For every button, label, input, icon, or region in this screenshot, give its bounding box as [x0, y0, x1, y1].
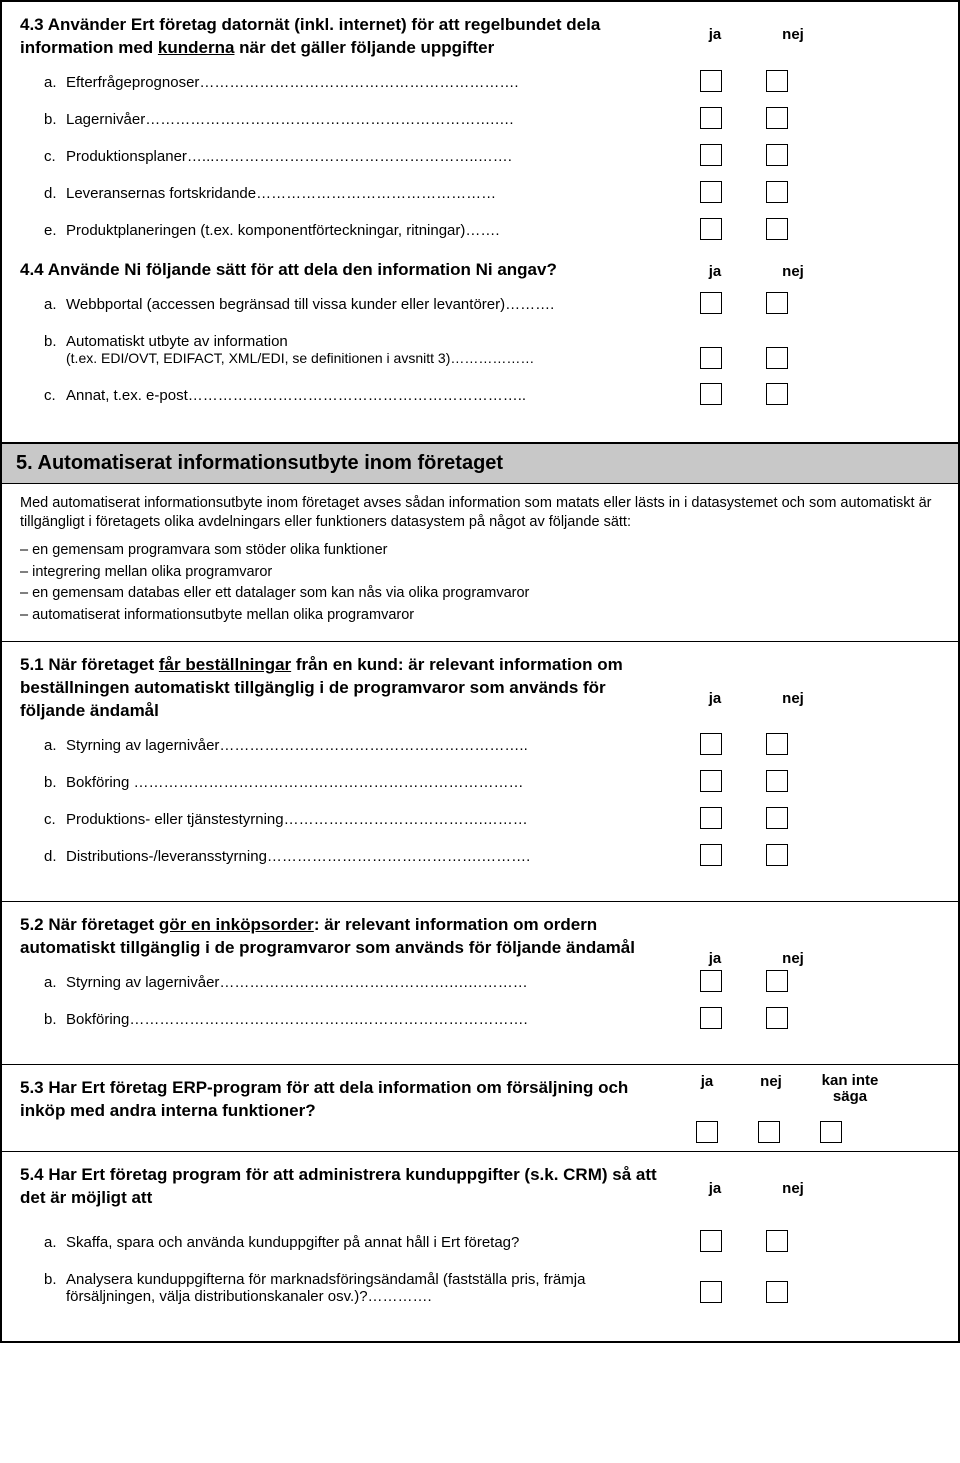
- bullet: – en gemensam programvara som stöder oli…: [20, 541, 940, 561]
- col-headers-3: ja nej kan inte säga: [692, 1073, 880, 1106]
- q4-4-item: b. Automatiskt utbyte av information (t.…: [44, 333, 940, 367]
- checkbox-nej[interactable]: [766, 1007, 788, 1029]
- checkbox-ja[interactable]: [700, 218, 722, 240]
- col-nej: nej: [778, 690, 808, 707]
- q5-1-item: a. Styrning av lagernivåer………………………………………: [44, 737, 940, 754]
- q4-3-item: d. Leveransernas fortskridande……………………………: [44, 185, 940, 202]
- q5-2-title: 5.2 När företaget gör en inköpsorder: är…: [20, 914, 660, 960]
- checkbox-ja[interactable]: [700, 144, 722, 166]
- checkbox-ja[interactable]: [700, 844, 722, 866]
- checkbox-nej[interactable]: [766, 1281, 788, 1303]
- col-nej: nej: [756, 1073, 786, 1106]
- q4-4-item: a. Webbportal (accessen begränsad till v…: [44, 296, 940, 313]
- checkbox-ja[interactable]: [696, 1121, 718, 1143]
- q5-1-item: d. Distributions-/leveransstyrning…………………: [44, 848, 940, 865]
- q5-1-item: b. Bokföring ……………………………………………………………………: [44, 774, 940, 791]
- checkbox-ja[interactable]: [700, 1230, 722, 1252]
- checkbox-kan-inte[interactable]: [820, 1121, 842, 1143]
- question-5-3: ja nej kan inte säga 5.3 Har Ert företag…: [2, 1064, 958, 1151]
- q5-2-item: b. Bokföring……………………………………….…………………………….: [44, 1011, 940, 1028]
- checkbox-ja[interactable]: [700, 1007, 722, 1029]
- checkbox-nej[interactable]: [766, 144, 788, 166]
- col-ja: ja: [692, 1073, 722, 1106]
- checkbox-nej[interactable]: [766, 70, 788, 92]
- col-nej: nej: [778, 1180, 808, 1197]
- col-nej: nej: [778, 26, 808, 43]
- checkbox-ja[interactable]: [700, 807, 722, 829]
- col-headers: ja nej: [700, 1180, 808, 1197]
- bullet: – integrering mellan olika programvaror: [20, 563, 940, 583]
- checkbox-ja[interactable]: [700, 181, 722, 203]
- col-nej: nej: [778, 263, 808, 280]
- question-5-2: ja nej 5.2 När företaget gör en inköpsor…: [2, 901, 958, 1064]
- bullet: – automatiserat informationsutbyte mella…: [20, 606, 940, 626]
- q4-4-title: 4.4 Använde Ni följande sätt för att del…: [20, 259, 660, 282]
- checkbox-nej[interactable]: [766, 383, 788, 405]
- checkbox-nej[interactable]: [766, 970, 788, 992]
- checkbox-nej[interactable]: [766, 292, 788, 314]
- checkbox-nej[interactable]: [766, 107, 788, 129]
- q4-3-item: b. Lagernivåer…………………………………………………………….….: [44, 111, 940, 128]
- col-ja: ja: [700, 950, 730, 967]
- col-kan-inte: kan inte säga: [820, 1073, 880, 1106]
- checkbox-ja[interactable]: [700, 970, 722, 992]
- checkbox-ja[interactable]: [700, 383, 722, 405]
- checkbox-nej[interactable]: [766, 218, 788, 240]
- checkbox-ja[interactable]: [700, 292, 722, 314]
- checkbox-nej[interactable]: [766, 733, 788, 755]
- col-ja: ja: [700, 690, 730, 707]
- q4-3-item: c. Produktionsplaner…...……………………………………………: [44, 148, 940, 165]
- checkbox-ja[interactable]: [700, 733, 722, 755]
- question-4-4: ja nej 4.4 Använde Ni följande sätt för …: [20, 259, 940, 404]
- q5-4-item: a. Skaffa, spara och använda kunduppgift…: [44, 1234, 940, 1251]
- col-ja: ja: [700, 26, 730, 43]
- checkbox-nej[interactable]: [766, 181, 788, 203]
- col-nej: nej: [778, 950, 808, 967]
- q5-3-title: 5.3 Har Ert företag ERP-program för att …: [20, 1077, 660, 1123]
- checkbox-nej[interactable]: [766, 770, 788, 792]
- col-ja: ja: [700, 263, 730, 280]
- checkbox-ja[interactable]: [700, 70, 722, 92]
- checkbox-ja[interactable]: [700, 347, 722, 369]
- col-ja: ja: [700, 1180, 730, 1197]
- q4-3-item: e. Produktplaneringen (t.ex. komponentfö…: [44, 222, 940, 239]
- checkbox-nej[interactable]: [758, 1121, 780, 1143]
- q4-3-items: a. Efterfrågeprognoser…………………………………………………: [20, 74, 940, 239]
- col-headers: ja nej: [700, 950, 808, 967]
- checkbox-ja[interactable]: [700, 107, 722, 129]
- checkbox-nej[interactable]: [766, 347, 788, 369]
- checkbox-nej[interactable]: [766, 807, 788, 829]
- col-headers: ja nej: [700, 690, 808, 707]
- question-5-1: ja nej 5.1 När företaget får beställning…: [2, 641, 958, 901]
- checkbox-ja[interactable]: [700, 770, 722, 792]
- checkbox-ja[interactable]: [700, 1281, 722, 1303]
- q5-1-title: 5.1 När företaget får beställningar från…: [20, 654, 660, 723]
- q4-4-item: c. Annat, t.ex. e-post…………………………………………………: [44, 387, 940, 404]
- question-4-3: ja nej 4.3 Använder Ert företag datornät…: [2, 2, 958, 442]
- q5-4-title: 5.4 Har Ert företag program för att admi…: [20, 1164, 660, 1210]
- bullet: – en gemensam databas eller ett datalage…: [20, 584, 940, 604]
- q4-3-item: a. Efterfrågeprognoser…………………………………………………: [44, 74, 940, 91]
- q5-4-item: b. Analysera kunduppgifterna för marknad…: [44, 1271, 940, 1305]
- col-headers: ja nej: [700, 26, 808, 43]
- q4-3-title: 4.3 Använder Ert företag datornät (inkl.…: [20, 14, 660, 60]
- section-5-desc: Med automatiserat informationsutbyte ino…: [2, 484, 958, 641]
- q5-2-item: a. Styrning av lagernivåer………………………………………: [44, 974, 940, 991]
- q5-1-item: c. Produktions- eller tjänstestyrning…………: [44, 811, 940, 828]
- checkbox-nej[interactable]: [766, 1230, 788, 1252]
- col-headers: ja nej: [700, 263, 808, 280]
- question-5-4: ja nej 5.4 Har Ert företag program för a…: [2, 1151, 958, 1341]
- checkbox-nej[interactable]: [766, 844, 788, 866]
- section-5-title: 5. Automatiserat informationsutbyte inom…: [2, 444, 958, 484]
